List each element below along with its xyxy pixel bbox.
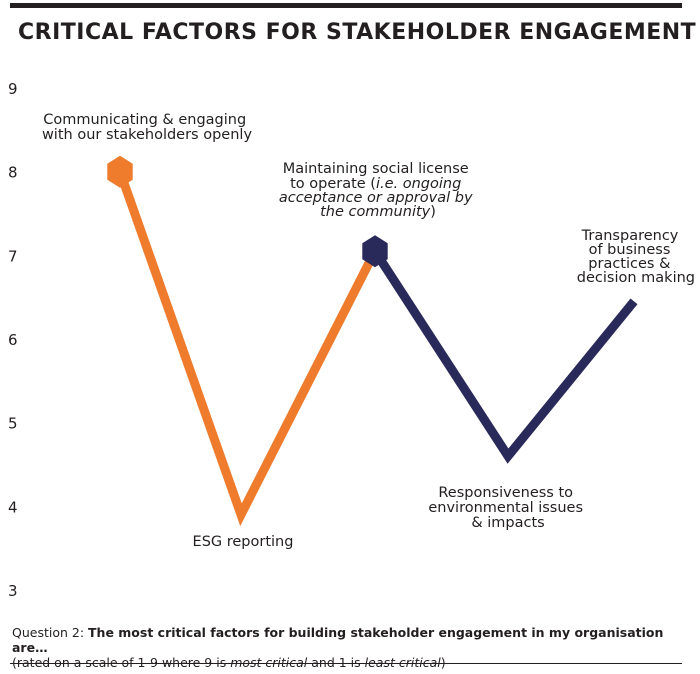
responsiveness-label: Responsiveness to environmental issues &… xyxy=(428,485,587,531)
y-tick-label: 7 xyxy=(8,247,18,265)
y-tick-label: 8 xyxy=(8,164,18,182)
y-tick-label: 3 xyxy=(8,582,18,600)
navy-series-line xyxy=(371,248,638,464)
y-axis-ticks: 9 8 7 6 5 4 3 xyxy=(8,80,18,600)
question-footnote: Question 2: The most critical factors fo… xyxy=(12,625,692,670)
footnote-question: Question 2: The most critical factors fo… xyxy=(12,625,664,655)
top-rule xyxy=(10,3,682,8)
social-license-marker xyxy=(362,235,388,268)
y-tick-label: 9 xyxy=(8,80,18,98)
y-tick-label: 4 xyxy=(8,498,18,516)
communicating-label: Communicating & engaging with our stakeh… xyxy=(42,112,252,143)
esg-reporting-label: ESG reporting xyxy=(193,534,294,550)
communicating-marker xyxy=(107,155,133,188)
bottom-rule xyxy=(10,663,682,664)
y-tick-label: 6 xyxy=(8,331,18,349)
social-license-label: Maintaining social license to operate (i… xyxy=(279,161,477,220)
line-chart: 9 8 7 6 5 4 3 Communicating & engaging w… xyxy=(8,80,695,600)
chart-title: CRITICAL FACTORS FOR STAKEHOLDER ENGAGEM… xyxy=(18,20,697,45)
footnote-scale: (rated on a scale of 1-9 where 9 is most… xyxy=(12,655,446,670)
y-tick-label: 5 xyxy=(8,415,18,433)
transparency-label: Transparency of business practices & dec… xyxy=(577,228,695,286)
orange-series-line xyxy=(115,170,380,527)
